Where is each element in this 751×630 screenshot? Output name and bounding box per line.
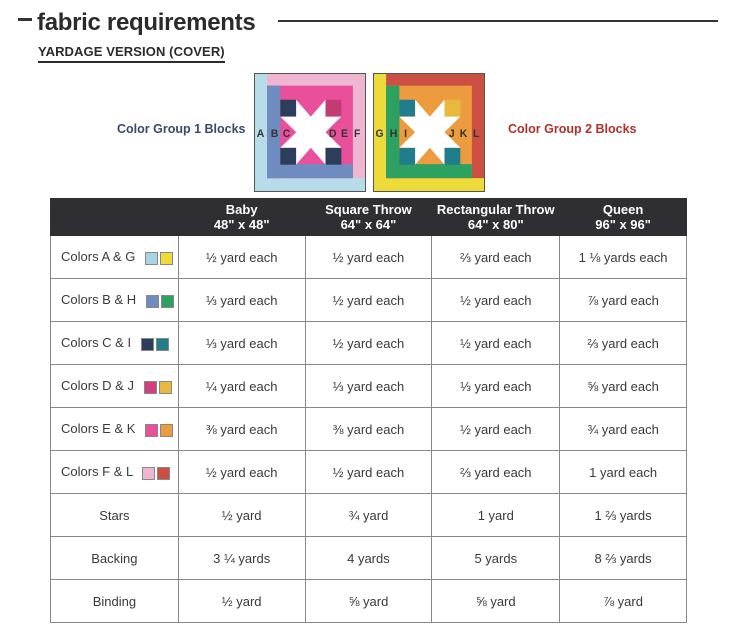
svg-text:G: G — [375, 128, 383, 140]
svg-text:D: D — [329, 128, 337, 140]
svg-text:C: C — [283, 128, 291, 140]
svg-text:I: I — [404, 128, 407, 140]
svg-text:B: B — [271, 128, 279, 140]
svg-text:A: A — [257, 128, 265, 140]
svg-text:H: H — [390, 128, 398, 140]
svg-text:K: K — [460, 128, 468, 140]
svg-text:F: F — [354, 128, 361, 140]
svg-text:E: E — [341, 128, 348, 140]
svg-text:J: J — [449, 128, 455, 140]
svg-text:L: L — [473, 128, 480, 140]
